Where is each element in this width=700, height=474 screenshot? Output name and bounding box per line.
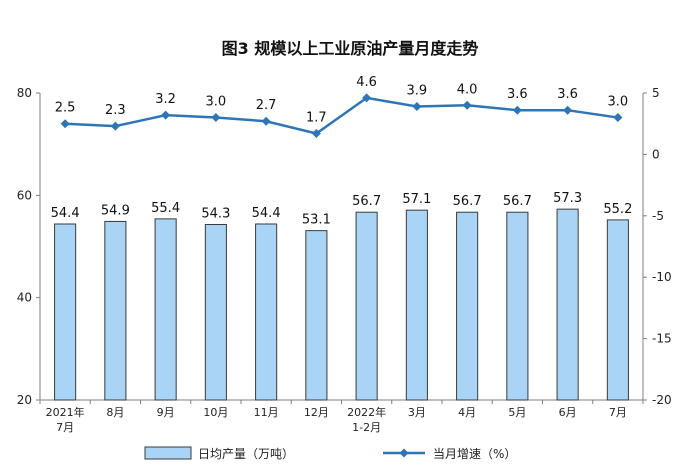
bar bbox=[255, 223, 278, 401]
line-point bbox=[613, 113, 623, 123]
x-category-label: 2022年 bbox=[347, 405, 386, 419]
bar bbox=[405, 209, 428, 401]
line-point bbox=[563, 105, 573, 115]
bar bbox=[556, 208, 579, 401]
x-category-label: 1-2月 bbox=[352, 421, 381, 434]
line-value-label: 3.6 bbox=[507, 87, 528, 102]
line-value-label: 3.9 bbox=[407, 84, 428, 99]
line-value-label: 3.0 bbox=[206, 95, 227, 110]
legend-bar-swatch bbox=[144, 446, 192, 460]
line-value-label: 2.7 bbox=[256, 98, 277, 113]
line-value-label: 2.5 bbox=[55, 101, 76, 116]
legend-bar-label: 日均产量（万吨） bbox=[198, 447, 294, 461]
line-series bbox=[60, 93, 623, 139]
bar-value-label: 55.4 bbox=[151, 201, 180, 216]
line-value-label: 1.7 bbox=[306, 111, 327, 126]
bar-value-label: 57.1 bbox=[402, 192, 431, 207]
right-tick-label: -5 bbox=[652, 209, 664, 223]
line-value-label: 3.2 bbox=[155, 92, 176, 107]
line-value-label: 4.6 bbox=[356, 75, 377, 90]
legend: 日均产量（万吨） 当月增速（%） bbox=[144, 446, 516, 461]
x-category-label: 12月 bbox=[304, 406, 329, 419]
bar bbox=[506, 211, 529, 401]
bar bbox=[305, 230, 328, 401]
bar bbox=[355, 211, 378, 401]
x-category-label: 2021年 bbox=[46, 405, 85, 419]
bar bbox=[104, 220, 127, 401]
bar bbox=[54, 223, 77, 401]
line-value-label: 2.3 bbox=[105, 103, 126, 118]
x-category-label: 7月 bbox=[56, 421, 74, 434]
line-value-label: 3.0 bbox=[608, 95, 629, 110]
line-point bbox=[362, 93, 372, 103]
bar-value-label: 56.7 bbox=[453, 194, 482, 209]
line-value-label: 4.0 bbox=[457, 82, 478, 97]
line-value-label: 3.6 bbox=[557, 87, 578, 102]
right-tick-label: 5 bbox=[652, 86, 660, 100]
bar-value-label: 54.4 bbox=[51, 206, 80, 221]
bar-value-label: 54.4 bbox=[252, 206, 281, 221]
bar-value-label: 57.3 bbox=[553, 191, 582, 206]
bar bbox=[154, 218, 177, 401]
bar-value-label: 55.2 bbox=[603, 202, 632, 217]
x-category-label: 3月 bbox=[408, 406, 426, 419]
left-tick-label: 60 bbox=[17, 188, 32, 202]
left-tick-label: 80 bbox=[17, 86, 32, 100]
bar bbox=[456, 211, 479, 401]
x-category-label: 9月 bbox=[157, 406, 175, 419]
legend-line-label: 当月增速（%） bbox=[433, 447, 516, 461]
bar-value-label: 54.3 bbox=[201, 206, 230, 221]
line-point bbox=[311, 129, 321, 139]
line-point bbox=[261, 116, 271, 126]
axes: 20 40 60 80 -20 -15 -10 -5 0 5 bbox=[17, 86, 672, 407]
line-point bbox=[462, 100, 472, 110]
legend-line-marker bbox=[399, 448, 409, 458]
x-category-label: 10月 bbox=[203, 406, 228, 419]
left-tick-label: 20 bbox=[17, 393, 32, 407]
line-point bbox=[512, 105, 522, 115]
right-tick-label: -20 bbox=[652, 393, 672, 407]
category-labels: 2021年 7月 8月 9月 10月 11月 12月 2022年 1-2月 3月 4月 5月 6月 7月 bbox=[46, 405, 627, 434]
bar-labels: 54.4 54.9 55.4 54.3 54.4 53.1 56.7 57.1 56.7 56.7… bbox=[51, 191, 633, 227]
bar-value-label: 54.9 bbox=[101, 203, 130, 218]
growth-line bbox=[65, 96, 619, 135]
bar-series bbox=[54, 208, 629, 401]
line-point bbox=[412, 102, 422, 112]
chart-title: 图3 规模以上工业原油产量月度走势 bbox=[222, 39, 479, 58]
x-category-label: 11月 bbox=[254, 406, 279, 419]
bar bbox=[204, 223, 227, 401]
x-category-label: 8月 bbox=[106, 406, 124, 419]
x-category-label: 5月 bbox=[508, 406, 526, 419]
left-tick-label: 40 bbox=[17, 291, 32, 305]
line-point bbox=[161, 110, 171, 120]
right-tick-label: -10 bbox=[652, 270, 672, 284]
right-tick-label: -15 bbox=[652, 332, 672, 346]
bar-value-label: 53.1 bbox=[302, 213, 331, 228]
x-category-label: 4月 bbox=[458, 406, 476, 419]
x-category-label: 7月 bbox=[609, 406, 627, 419]
line-point bbox=[60, 119, 70, 129]
bar bbox=[606, 219, 629, 401]
line-point bbox=[110, 121, 120, 131]
bar-value-label: 56.7 bbox=[352, 194, 381, 209]
bar-value-label: 56.7 bbox=[503, 194, 532, 209]
line-labels: 2.5 2.3 3.2 3.0 2.7 1.7 4.6 3.9 4.0 3.6 3.6 3.0 bbox=[55, 75, 628, 126]
line-point bbox=[211, 113, 221, 123]
x-category-label: 6月 bbox=[559, 406, 577, 419]
right-tick-label: 0 bbox=[652, 147, 660, 161]
